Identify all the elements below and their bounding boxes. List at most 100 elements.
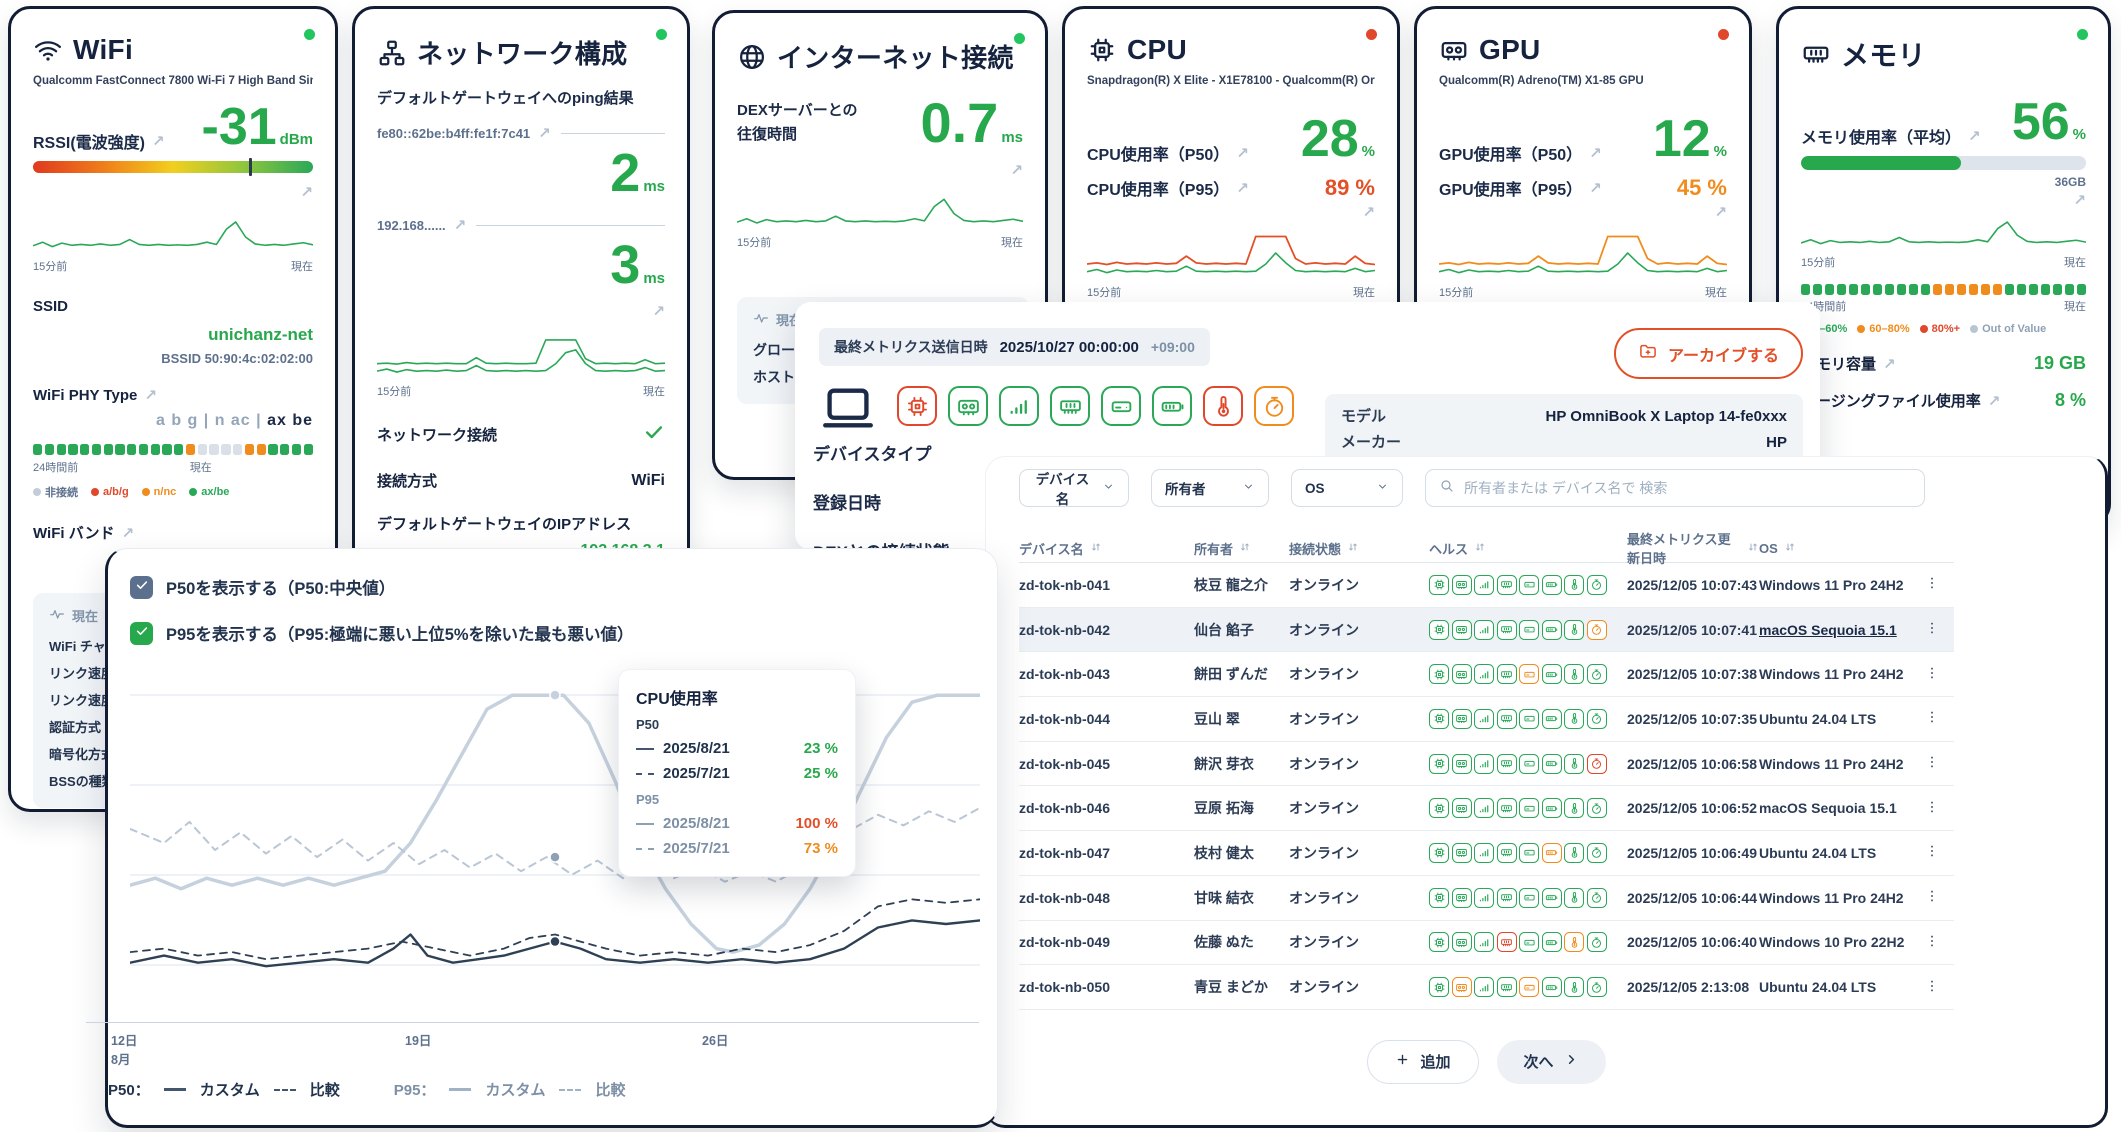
card-title: ネットワーク構成 <box>417 39 628 69</box>
external-link-icon[interactable]: ↗ <box>152 133 165 150</box>
filter-os-dropdown[interactable]: OS <box>1291 469 1403 507</box>
temperature-icon <box>1564 977 1584 998</box>
model-label: モデル <box>1341 408 1387 425</box>
battery-icon <box>1152 386 1192 426</box>
row-menu-button[interactable] <box>1909 933 1954 952</box>
kebab-icon <box>1924 801 1940 818</box>
rssi-label: RSSI(電波強度) ↗ <box>33 133 165 152</box>
external-link-icon[interactable]: ↗ <box>1968 128 1981 145</box>
model-value: HP OmniBook X Laptop 14-fe0xxx <box>1545 408 1787 425</box>
external-link-icon[interactable]: ↗ <box>2073 192 2086 209</box>
row-menu-button[interactable] <box>1909 843 1954 862</box>
gauge-icon <box>1586 664 1607 685</box>
legend-item: 80%+ <box>1919 323 1960 335</box>
status-dot <box>1366 29 1377 40</box>
col-health[interactable]: ヘルス <box>1429 539 1627 558</box>
gauge-icon <box>1586 798 1607 819</box>
device-name-cell: zd-tok-nb-046 <box>1019 800 1110 817</box>
ram-icon <box>1496 574 1517 595</box>
check-icon <box>643 421 665 448</box>
status-dot <box>656 29 667 40</box>
phy-label: WiFi PHY Type ↗ <box>33 386 157 405</box>
chevron-down-icon <box>1102 480 1115 496</box>
search-box[interactable] <box>1425 469 1925 507</box>
owner-cell: 餅沢 芽衣 <box>1194 755 1254 772</box>
signal-icon <box>1474 574 1494 595</box>
col-owner[interactable]: 所有者 <box>1194 539 1289 558</box>
ping-sparkline <box>377 326 665 380</box>
plus-icon <box>1395 1052 1410 1071</box>
external-link-icon[interactable]: ↗ <box>1987 392 2001 410</box>
ram-icon <box>1496 932 1517 953</box>
signal-icon <box>1474 619 1494 640</box>
row-menu-button[interactable] <box>1909 575 1954 594</box>
external-link-icon[interactable]: ↗ <box>144 387 157 404</box>
row-menu-button[interactable] <box>1909 888 1954 907</box>
filter-device-name-dropdown[interactable]: デバイス名 <box>1019 469 1129 507</box>
connection-label: ネットワーク接続 <box>377 427 498 444</box>
gpu-icon <box>1451 842 1472 863</box>
row-menu-button[interactable] <box>1909 709 1954 728</box>
rtt-value: 0.7 ms <box>920 91 1023 154</box>
solid-line-sample <box>163 1088 186 1091</box>
owner-cell: 枝村 健太 <box>1194 844 1254 861</box>
external-link-icon[interactable]: ↗ <box>1883 355 1896 373</box>
table-row[interactable]: zd-tok-nb-047 枝村 健太 オンライン 2025/12/05 10:06:… <box>1019 831 1954 876</box>
col-device-name[interactable]: デバイス名 <box>1019 539 1194 558</box>
p50-checkbox[interactable] <box>130 575 153 599</box>
row-menu-button[interactable] <box>1909 978 1954 997</box>
table-row[interactable]: zd-tok-nb-048 甘味 結衣 オンライン 2025/12/05 10:06:… <box>1019 876 1954 921</box>
health-cell <box>1429 798 1627 819</box>
temperature-icon <box>1564 664 1584 685</box>
archive-button[interactable]: アーカイブする <box>1613 328 1803 379</box>
external-link-icon[interactable]: ↗ <box>1589 145 1602 162</box>
table-row[interactable]: zd-tok-nb-042 仙台 餡子 オンライン 2025/12/05 10:07:… <box>1019 607 1954 653</box>
table-row[interactable]: zd-tok-nb-050 青豆 まどか オンライン 2025/12/05 2:13:… <box>1019 965 1954 1010</box>
col-status[interactable]: 接続状態 <box>1289 539 1429 558</box>
row-menu-button[interactable] <box>1909 754 1954 773</box>
external-link-icon[interactable]: ↗ <box>538 125 551 142</box>
external-link-icon[interactable]: ↗ <box>1589 180 1602 197</box>
table-row[interactable]: zd-tok-nb-049 佐藤 ぬた オンライン 2025/12/05 10:06:… <box>1019 921 1954 966</box>
table-row[interactable]: zd-tok-nb-044 豆山 翠 オンライン 2025/12/05 10:07:3… <box>1019 697 1954 742</box>
external-link-icon[interactable]: ↗ <box>1236 180 1249 197</box>
kebab-icon <box>1924 667 1940 684</box>
add-button[interactable]: 追加 <box>1367 1039 1479 1084</box>
status-cell: オンライン <box>1289 889 1359 906</box>
table-row[interactable]: zd-tok-nb-043 餅田 ずんだ オンライン 2025/12/05 10:07… <box>1019 652 1954 698</box>
col-os[interactable]: OS <box>1759 541 1909 556</box>
disk-icon <box>1519 664 1539 685</box>
battery-icon <box>1541 798 1562 819</box>
table-row[interactable]: zd-tok-nb-045 餅沢 芽衣 オンライン 2025/12/05 10:06:… <box>1019 742 1954 787</box>
updated-cell: 2025/12/05 10:06:52 <box>1627 800 1757 817</box>
table-row[interactable]: zd-tok-nb-046 豆原 拓海 オンライン 2025/12/05 10:06:… <box>1019 786 1954 832</box>
status-cell: オンライン <box>1289 666 1359 683</box>
kebab-icon <box>1924 622 1940 639</box>
filter-owner-dropdown[interactable]: 所有者 <box>1151 469 1269 507</box>
search-input[interactable] <box>1464 480 1911 496</box>
external-link-icon[interactable]: ↗ <box>121 524 135 542</box>
col-updated[interactable]: 最終メトリクス更新日時 <box>1627 529 1759 567</box>
os-cell[interactable]: macOS Sequoia 15.1 <box>1759 621 1897 638</box>
p95-checkbox[interactable] <box>130 621 153 645</box>
laptop-icon <box>819 382 877 439</box>
external-link-icon[interactable]: ↗ <box>453 217 467 234</box>
row-menu-button[interactable] <box>1909 620 1954 639</box>
gpu-icon <box>1451 887 1472 908</box>
gauge-icon <box>1586 574 1607 595</box>
table-row[interactable]: zd-tok-nb-041 枝豆 龍之介 オンライン 2025/12/05 10:07… <box>1019 563 1954 608</box>
external-link-icon[interactable]: ↗ <box>1362 204 1375 221</box>
status-cell: オンライン <box>1289 755 1359 772</box>
external-link-icon[interactable]: ↗ <box>1714 204 1727 221</box>
external-link-icon[interactable]: ↗ <box>652 303 665 320</box>
external-link-icon[interactable]: ↗ <box>1236 145 1249 162</box>
next-page-button[interactable]: 次へ <box>1496 1039 1606 1084</box>
pulse-icon <box>753 310 769 329</box>
cpu-icon <box>1429 753 1449 774</box>
row-menu-button[interactable] <box>1909 799 1954 818</box>
row-menu-button[interactable] <box>1909 665 1954 684</box>
battery-icon <box>1541 664 1562 685</box>
sparkline-axis: 15分前 現在 <box>1439 287 1727 299</box>
external-link-icon[interactable]: ↗ <box>1010 162 1023 179</box>
external-link-icon[interactable]: ↗ <box>300 184 313 201</box>
